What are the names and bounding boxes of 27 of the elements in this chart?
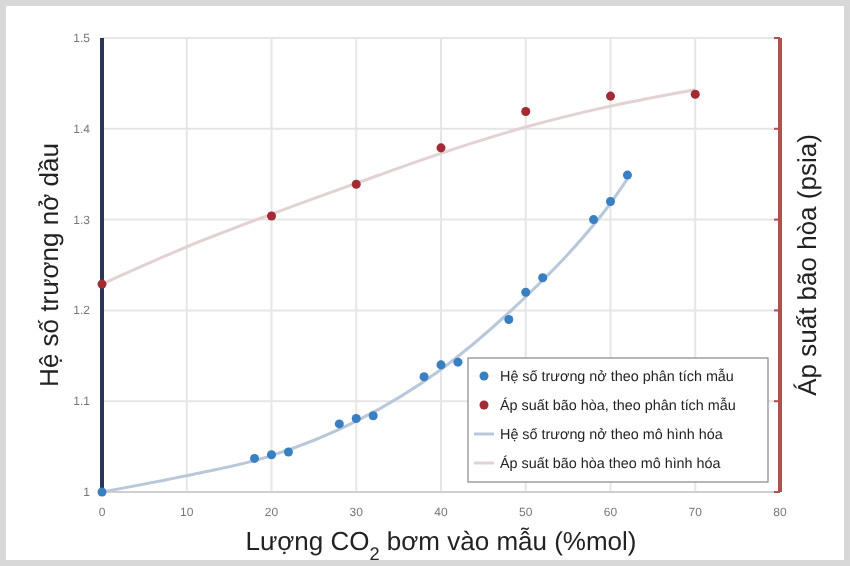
x-axis-title: Lượng CO$_{2}$ bơm vào mẫu (%mol)	[245, 526, 637, 564]
point	[266, 450, 277, 460]
point	[622, 170, 632, 180]
point	[521, 107, 531, 117]
point	[521, 287, 531, 297]
point	[589, 215, 599, 225]
point	[538, 273, 548, 283]
point	[453, 357, 463, 367]
point	[283, 447, 293, 457]
point	[351, 179, 361, 189]
point	[368, 411, 378, 421]
point	[266, 211, 277, 221]
point	[97, 279, 107, 289]
point	[504, 314, 514, 324]
line-series	[100, 88, 697, 286]
point	[419, 372, 429, 382]
point	[97, 487, 107, 497]
point	[351, 413, 361, 423]
point	[436, 143, 446, 153]
point	[690, 89, 700, 99]
y2-axis-title: Áp suất bão hòa (psia)	[792, 134, 822, 396]
point	[334, 419, 344, 429]
point	[436, 360, 446, 370]
point	[605, 91, 616, 101]
y-axis-title: Hệ số trương nở dầu	[34, 143, 64, 387]
point	[250, 453, 260, 463]
point	[605, 196, 616, 206]
